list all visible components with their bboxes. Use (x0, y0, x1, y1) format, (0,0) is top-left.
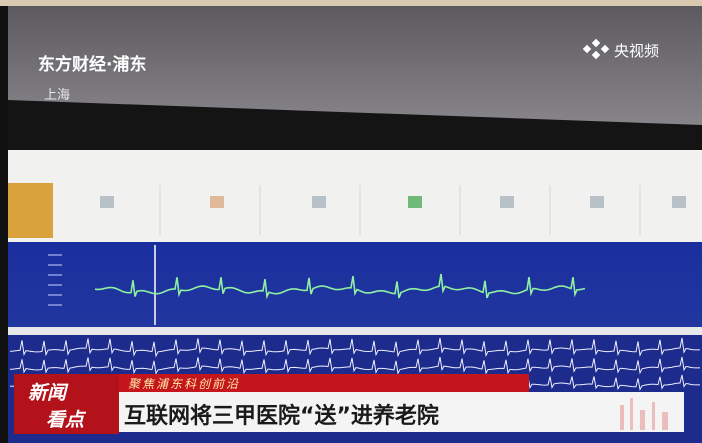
toolbar-icons (100, 196, 686, 208)
location: 上海 (44, 88, 71, 103)
ecg-panel (8, 242, 702, 327)
channel-labels (48, 254, 62, 306)
kicker: 聚焦浦东科创前沿 (128, 377, 241, 391)
skyline (620, 398, 668, 430)
headline-bar (119, 392, 684, 432)
frame-left (0, 6, 8, 443)
top-strip (0, 0, 702, 6)
monitor-bezel (8, 100, 702, 155)
toolbar-dividers (159, 185, 641, 235)
logo-text: 看点 (46, 409, 85, 431)
toolbar-tab (8, 183, 53, 238)
headline: 互联网将三甲医院“送”进养老院 (124, 404, 439, 429)
logo-text: 新闻 (28, 382, 67, 404)
panel-divider (8, 327, 702, 335)
channel-name: 东方财经·浦东 (38, 55, 147, 75)
logo-box (14, 374, 119, 434)
toolbar (8, 150, 702, 242)
ecg-trace (9, 356, 701, 376)
kicker-bar (119, 374, 529, 392)
ecg-trace (94, 273, 586, 300)
watermark: 央视频 (614, 42, 660, 60)
ecg-trace (9, 337, 701, 358)
